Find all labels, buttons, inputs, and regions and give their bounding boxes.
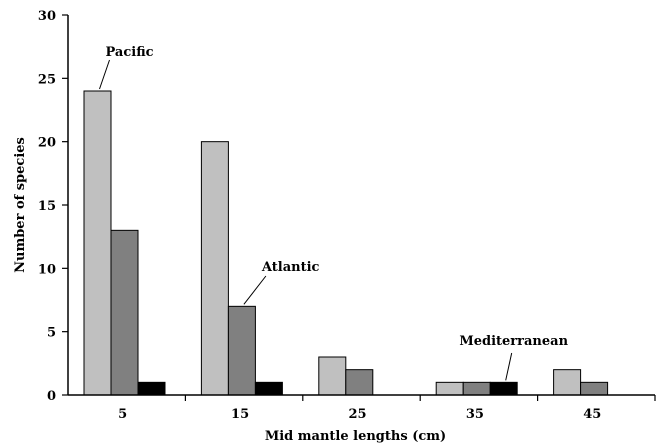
bar-atlantic-45 <box>580 381 609 396</box>
y-tick-label: 5 <box>47 326 56 341</box>
bar-mediterranean-5 <box>137 381 166 396</box>
x-tick-label: 35 <box>466 407 484 422</box>
bars-layer <box>83 90 609 396</box>
bar-pacific-25 <box>318 356 347 396</box>
annotation-mediterranean: Mediterranean <box>459 334 568 349</box>
annotation-pacific: Pacific <box>106 45 154 60</box>
y-tick-label: 15 <box>38 199 56 214</box>
annotation-atlantic: Atlantic <box>261 260 320 275</box>
x-tick-label: 45 <box>583 407 601 422</box>
bar-atlantic-5 <box>110 229 139 396</box>
y-tick-label: 25 <box>38 72 56 87</box>
y-axis-ticks: 0 5 10 15 20 25 30 <box>38 9 68 404</box>
bar-pacific-15 <box>200 141 229 396</box>
y-tick-label: 30 <box>38 9 56 24</box>
bar-mediterranean-15 <box>254 381 283 396</box>
bar-pacific-45 <box>553 369 582 396</box>
y-tick-label: 0 <box>47 389 56 404</box>
annotations-layer: Pacific Atlantic Mediterranean <box>99 45 569 381</box>
x-axis-ticks: 5 15 25 35 45 <box>118 395 656 422</box>
x-tick-label: 15 <box>231 407 249 422</box>
bar-atlantic-35 <box>462 381 491 396</box>
bar-pacific-35 <box>435 381 464 396</box>
x-tick-label: 25 <box>348 407 366 422</box>
y-tick-label: 10 <box>38 262 56 277</box>
annotation-leader-line <box>505 352 513 381</box>
x-axis-label: Mid mantle lengths (cm) <box>265 429 446 444</box>
bar-mediterranean-35 <box>489 381 518 396</box>
bar-atlantic-25 <box>345 369 374 396</box>
y-axis-label: Number of species <box>13 137 28 273</box>
x-tick-label: 5 <box>118 407 127 422</box>
y-tick-label: 20 <box>38 136 56 151</box>
annotation-leader-line <box>99 59 110 90</box>
bar-atlantic-15 <box>227 305 256 396</box>
annotation-leader-line <box>243 275 267 305</box>
bar-pacific-5 <box>83 90 112 396</box>
